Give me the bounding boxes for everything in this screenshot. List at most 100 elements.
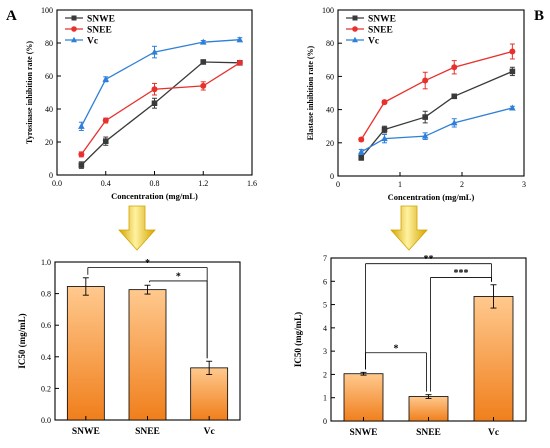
data-point [422,77,429,84]
arrow-shape [390,205,428,251]
series-line [80,39,240,127]
data-point [199,38,207,45]
significance-label: *** [454,268,469,279]
bar-vc [190,367,229,421]
y-tick-label: 0.4 [41,353,51,362]
data-point [200,82,207,89]
data-point [151,86,158,93]
series-snee [78,59,243,158]
legend-item-snwe: SNWE [346,15,396,25]
y-tick-label: 100 [322,6,334,15]
legend-item-vc: Vc [346,37,379,47]
y-tick-label: 0 [330,172,334,181]
data-point [422,114,428,120]
legend-marker [352,36,358,43]
bar-snee [128,289,167,421]
y-tick-label: 6 [323,277,327,286]
panel-a-line-chart: 0 20 40 60 80 100 0.0 0.4 0.8 1.2 1.6 Concentration… [25,6,257,201]
data-point [381,126,388,133]
significance-label: * [394,343,399,354]
x-tick-label: 3 [522,180,526,189]
down-arrow-1 [118,205,156,251]
x-tick-label: SNEE [135,427,160,437]
y-tick-label: 0.6 [41,321,51,330]
bar-vc [473,296,514,422]
y-tick-label: 80 [326,39,334,48]
series-snwe [358,66,516,161]
data-point [236,36,244,43]
significance-bracket: * [87,258,208,359]
data-point [102,117,109,124]
significance-label: * [176,271,181,282]
y-tick-label: 40 [326,106,334,115]
x-tick-label: SNWE [350,428,378,438]
arrow-shape [118,205,156,251]
data-point [78,151,85,158]
legend-marker [71,26,77,32]
y-axis-label: Elastase inhibition rate (%) [306,45,315,140]
y-axis-label: IC50 (mg/mL) [17,313,27,368]
data-point [381,135,388,142]
series-vc [78,36,244,131]
y-tick-label: 0 [49,171,53,180]
y-tick-label: 0.8 [41,290,51,299]
y-tick-label: 0.2 [41,384,51,393]
x-tick-label: 0 [336,180,340,189]
x-tick-label: SNWE [72,427,100,437]
data-point [102,138,109,144]
data-point [451,93,458,100]
x-tick-label: 2 [460,180,464,189]
y-tick-label: 5 [323,301,327,310]
y-tick-label: 60 [326,72,334,81]
data-point [451,64,458,71]
legend-marker [352,15,358,21]
x-tick-label: 1.6 [247,179,257,188]
legend-marker [71,15,77,21]
y-axis-label: Tyrosinase inhibition rate (%) [25,41,34,144]
significance-label: ** [424,254,434,265]
y-tick-label: 1 [323,394,327,403]
y-tick-label: 40 [45,105,53,114]
data-point [151,48,158,55]
data-point [151,100,158,107]
data-point [509,48,516,55]
data-point [357,148,365,155]
legend-label: SNWE [87,15,115,25]
bar-snwe [66,286,105,421]
legend-label: Vc [368,37,379,47]
y-tick-label: 4 [323,324,327,333]
y-tick-label: 1.0 [41,258,51,267]
legend-marker [352,26,358,32]
y-axis-label: IC50 (mg/mL) [293,312,303,367]
series-vc [357,104,516,155]
x-tick-label: 0.8 [150,179,160,188]
legend-label: SNWE [368,15,396,25]
data-point [421,132,429,139]
data-point [381,99,388,106]
data-point [200,59,207,65]
y-tick-label: 3 [323,347,327,356]
series-snee [358,43,516,143]
data-point [450,119,458,126]
x-tick-label: SNEE [416,428,441,438]
bar-snwe [343,373,384,422]
panel-b-line-chart: 0 20 40 60 80 100 0 1 2 3 Concentration (mg/mL) Ela… [306,6,526,202]
legend-item-snwe: SNWE [65,15,115,25]
data-point [509,68,516,75]
y-tick-label: 100 [41,6,53,15]
series-snwe [78,59,243,169]
significance-bracket: ** [365,254,492,370]
y-tick-label: 2 [323,370,327,379]
data-point [78,162,85,168]
legend-item-snee: SNEE [346,26,393,36]
x-tick-label: 0.0 [52,179,62,188]
x-tick-label: 1.2 [198,179,208,188]
x-tick-label: Vc [488,428,499,438]
data-point [78,122,85,129]
x-axis-label: Concentration (mg/mL) [111,191,198,201]
x-tick-label: 0.4 [101,179,111,188]
y-tick-label: 0.0 [41,416,51,425]
legend-label: SNEE [368,26,393,36]
series-line [360,70,513,159]
